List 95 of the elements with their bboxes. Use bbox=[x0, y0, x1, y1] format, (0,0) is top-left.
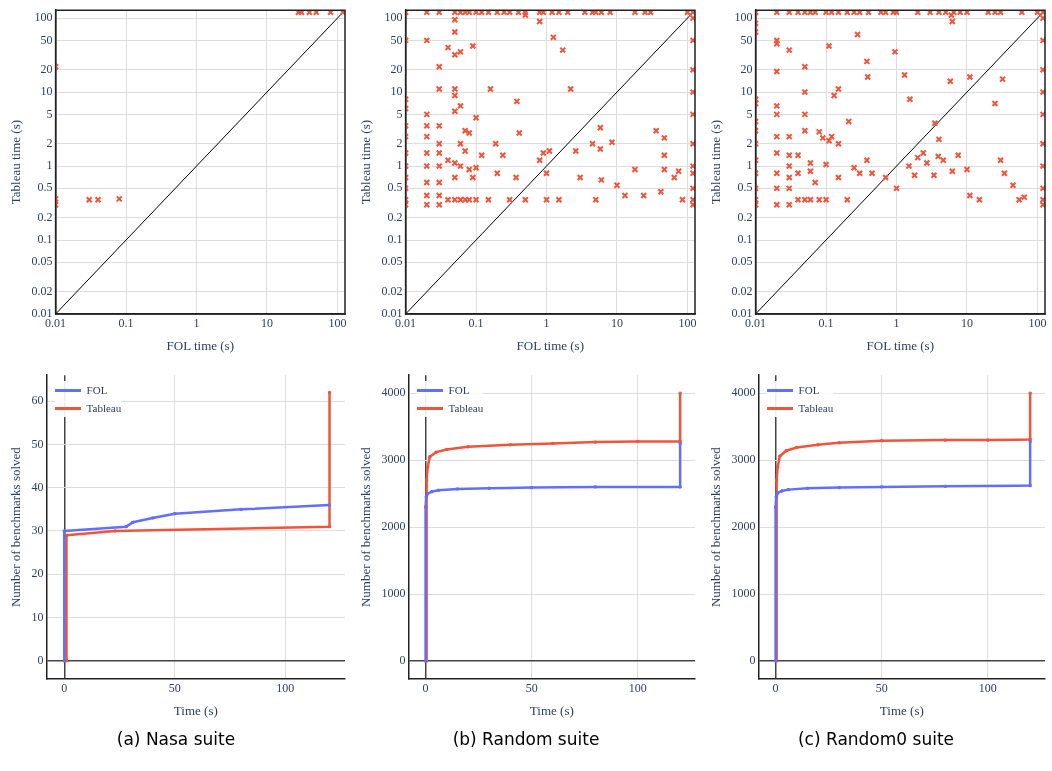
y-tick-label: 100 bbox=[384, 10, 403, 25]
x-tick-label: 0.1 bbox=[118, 316, 134, 331]
y-axis-title: Tableau time (s) bbox=[8, 119, 24, 205]
y-tick-label: 2000 bbox=[381, 519, 406, 534]
text: (c) Random0 suite bbox=[796, 729, 956, 749]
y-tick-label: 0.5 bbox=[37, 180, 53, 195]
y-tick-label: 5 bbox=[746, 106, 753, 121]
y-tick-label: 1 bbox=[396, 158, 403, 173]
x-tick-label: 10 bbox=[960, 316, 973, 331]
legend-label: Tableau bbox=[798, 402, 834, 415]
y-axis-title: Number of benchmarks solved bbox=[8, 446, 24, 608]
y-tick-label: 4000 bbox=[731, 385, 756, 400]
y-tick-label: 0 bbox=[37, 652, 44, 667]
y-tick-label: 2 bbox=[746, 135, 753, 150]
x-tick-label: 100 bbox=[978, 681, 997, 696]
x-tick-label: 10 bbox=[260, 316, 273, 331]
y-tick-label: 0.02 bbox=[731, 283, 753, 298]
y-tick-label: 20 bbox=[390, 61, 403, 76]
y-tick-label: 10 bbox=[31, 609, 44, 624]
y-tick-label: 20 bbox=[740, 61, 753, 76]
y-tick-label: 50 bbox=[31, 436, 44, 451]
y-tick-label: 0.05 bbox=[381, 254, 403, 269]
x-tick-label: 0 bbox=[422, 681, 429, 696]
x-tick-label: 1 bbox=[193, 316, 200, 331]
y-tick-label: 3000 bbox=[731, 452, 756, 467]
y-tick-label: 10 bbox=[390, 84, 403, 99]
y-tick-label: 2 bbox=[46, 135, 53, 150]
y-tick-label: 0 bbox=[749, 653, 756, 668]
y-tick-label: 0.02 bbox=[381, 283, 403, 298]
y-axis-title: Tableau time (s) bbox=[358, 119, 374, 205]
text: (b) Random suite bbox=[451, 729, 601, 749]
y-tick-label: 100 bbox=[734, 10, 753, 25]
y-tick-label: 3000 bbox=[381, 452, 406, 467]
x-tick-label: 50 bbox=[168, 681, 181, 696]
y-tick-label: 5 bbox=[46, 106, 53, 121]
y-tick-label: 0.1 bbox=[37, 232, 53, 247]
legend-label: FOL bbox=[86, 384, 108, 397]
y-tick-label: 0.2 bbox=[737, 209, 753, 224]
y-tick-label: 40 bbox=[31, 479, 44, 494]
y-tick-label: 50 bbox=[740, 32, 753, 47]
y-tick-label: 50 bbox=[40, 32, 53, 47]
y-axis-title: Tableau time (s) bbox=[708, 119, 724, 205]
y-tick-label: 2000 bbox=[731, 519, 756, 534]
y-tick-label: 0 bbox=[399, 653, 406, 668]
y-tick-label: 4000 bbox=[381, 385, 406, 400]
x-axis-title: Time (s) bbox=[529, 702, 574, 718]
y-tick-label: 0.5 bbox=[737, 180, 753, 195]
y-tick-label: 1 bbox=[46, 158, 53, 173]
y-tick-label: 1000 bbox=[731, 586, 756, 601]
x-tick-label: 100 bbox=[678, 316, 697, 331]
legend-label: FOL bbox=[798, 384, 820, 397]
y-tick-label: 30 bbox=[31, 523, 44, 538]
y-tick-label: 2 bbox=[396, 135, 403, 150]
x-tick-label: 50 bbox=[525, 681, 538, 696]
x-axis-title: Time (s) bbox=[173, 702, 218, 718]
y-tick-label: 0.5 bbox=[387, 180, 403, 195]
legend-label: Tableau bbox=[448, 402, 484, 415]
x-tick-label: 1 bbox=[893, 316, 900, 331]
x-tick-label: 100 bbox=[628, 681, 647, 696]
y-tick-label: 0.05 bbox=[731, 254, 753, 269]
y-tick-label: 20 bbox=[40, 61, 53, 76]
x-axis-title: FOL time (s) bbox=[866, 337, 934, 353]
text: (a) Nasa suite bbox=[115, 729, 237, 749]
y-tick-label: 50 bbox=[390, 32, 403, 47]
y-axis-title: Number of benchmarks solved bbox=[708, 446, 724, 608]
legend-label: FOL bbox=[448, 384, 470, 397]
y-tick-label: 100 bbox=[34, 10, 53, 25]
x-tick-label: 50 bbox=[875, 681, 888, 696]
y-tick-label: 60 bbox=[31, 393, 44, 408]
y-tick-label: 0.1 bbox=[737, 232, 753, 247]
y-tick-label: 0.05 bbox=[31, 254, 53, 269]
y-tick-label: 1 bbox=[746, 158, 753, 173]
x-tick-label: 0 bbox=[61, 681, 68, 696]
y-tick-label: 20 bbox=[31, 566, 44, 581]
x-tick-label: 1 bbox=[543, 316, 550, 331]
x-tick-label: 0.1 bbox=[468, 316, 484, 331]
y-tick-label: 10 bbox=[40, 84, 53, 99]
legend-label: Tableau bbox=[86, 402, 122, 415]
y-tick-label: 0.02 bbox=[31, 283, 53, 298]
x-tick-label: 100 bbox=[1028, 316, 1047, 331]
y-tick-label: 1000 bbox=[381, 586, 406, 601]
x-tick-label: 0.1 bbox=[818, 316, 834, 331]
x-tick-label: 0 bbox=[772, 681, 779, 696]
x-axis-title: FOL time (s) bbox=[516, 337, 584, 353]
x-tick-label: 100 bbox=[328, 316, 347, 331]
x-axis-title: FOL time (s) bbox=[166, 337, 234, 353]
y-tick-label: 0.2 bbox=[387, 209, 403, 224]
y-tick-label: 5 bbox=[396, 106, 403, 121]
y-tick-label: 0.2 bbox=[37, 209, 53, 224]
y-axis-title: Number of benchmarks solved bbox=[358, 446, 374, 608]
x-tick-label: 10 bbox=[610, 316, 623, 331]
x-tick-label: 100 bbox=[276, 681, 295, 696]
y-tick-label: 10 bbox=[740, 84, 753, 99]
y-tick-label: 0.1 bbox=[387, 232, 403, 247]
x-axis-title: Time (s) bbox=[879, 702, 924, 718]
